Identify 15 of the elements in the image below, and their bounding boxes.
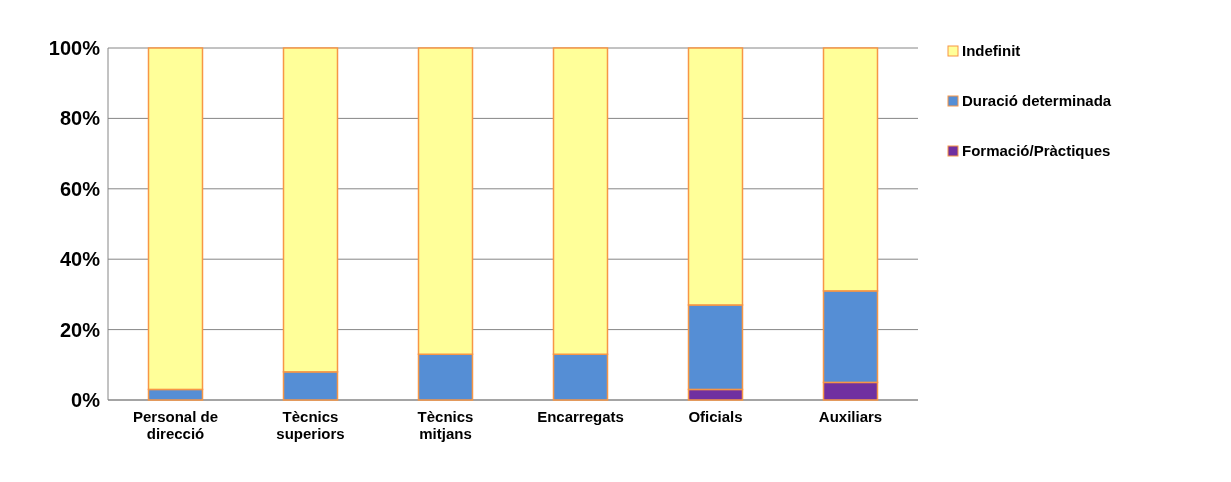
- y-tick-label: 60%: [59, 177, 101, 200]
- legend-label: Indefinit: [962, 42, 1021, 60]
- x-tick-label: Oficials: [688, 408, 743, 425]
- y-tick-label: 100%: [48, 37, 101, 59]
- legend-label: Formació/Pràctiques: [962, 142, 1111, 160]
- x-tick-label: Tècnics superiors: [276, 408, 345, 442]
- x-tick-label: Encarregats: [537, 408, 624, 425]
- y-tick-label: 0%: [71, 389, 101, 411]
- x-tick-label: Tècnics mitjans: [417, 408, 474, 442]
- y-tick-label: 40%: [59, 248, 101, 271]
- legend-label: Duració determinada: [962, 92, 1112, 110]
- y-tick-label: 80%: [59, 107, 101, 130]
- x-tick-label: Auxiliars: [818, 408, 883, 425]
- y-tick-label: 20%: [59, 318, 101, 341]
- x-tick-label: Personal de direcció: [132, 408, 219, 442]
